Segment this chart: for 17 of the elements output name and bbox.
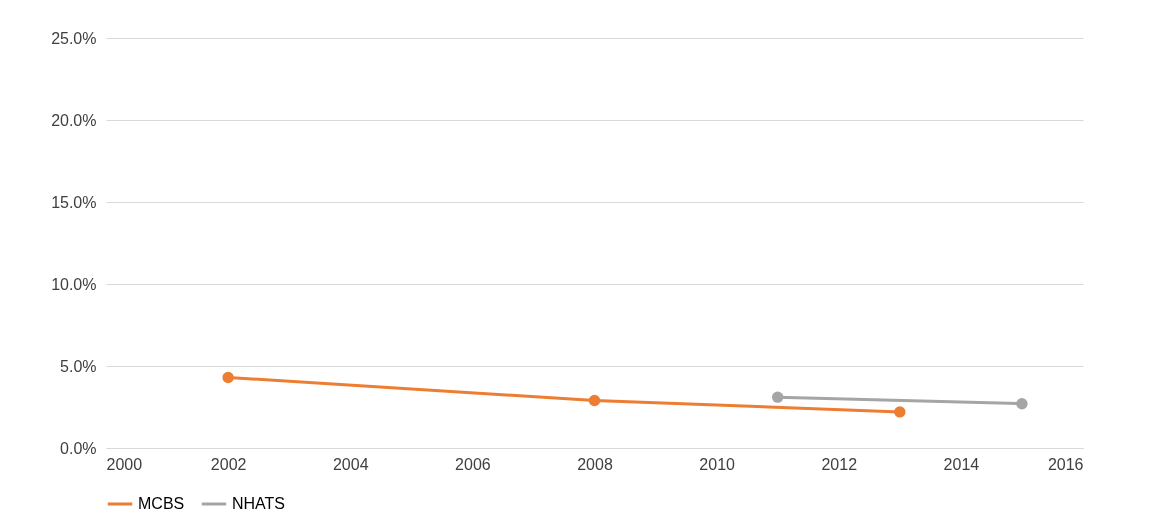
x-tick-label: 2010 (699, 455, 736, 473)
legend-label: MCBS (138, 495, 185, 512)
x-tick-label: 2000 (106, 455, 143, 473)
y-tick-label: 0.0% (60, 439, 97, 457)
y-tick-label: 25.0% (51, 29, 97, 47)
x-tick-label: 2014 (943, 455, 980, 473)
y-tick-label: 20.0% (51, 111, 97, 129)
legend-label: NHATS (232, 495, 286, 512)
y-tick-label: 10.0% (51, 275, 97, 293)
x-tick-label: 2008 (577, 455, 613, 473)
x-tick-label: 2002 (210, 455, 247, 473)
x-tick-label: 2012 (821, 455, 858, 473)
y-tick-label: 5.0% (60, 357, 97, 375)
x-tick-label: 2006 (455, 455, 491, 473)
y-tick-label: 15.0% (51, 193, 97, 211)
x-tick-label: 2016 (1047, 455, 1084, 473)
x-tick-label: 2004 (332, 455, 369, 473)
